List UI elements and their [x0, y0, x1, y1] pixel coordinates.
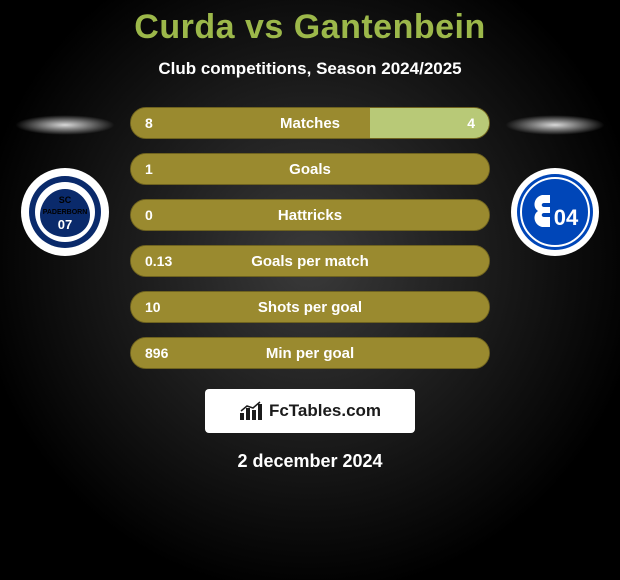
content-root: Curda vs Gantenbein Club competitions, S… [0, 0, 620, 580]
brand-badge: FcTables.com [205, 389, 415, 433]
stat-row: Min per goal896 [130, 337, 490, 369]
club-logo-right: 04 [510, 167, 600, 257]
bar-left [131, 200, 489, 230]
svg-text:SC: SC [59, 195, 72, 205]
left-player-col: SC PADERBORN 07 [10, 107, 120, 257]
schalke-badge-icon: 04 [510, 167, 600, 257]
subtitle: Club competitions, Season 2024/2025 [0, 59, 620, 79]
stat-row: Hattricks0 [130, 199, 490, 231]
date-text: 2 december 2024 [0, 451, 620, 472]
svg-text:PADERBORN: PADERBORN [43, 209, 88, 216]
stat-row: Shots per goal10 [130, 291, 490, 323]
brand-text: FcTables.com [269, 401, 381, 421]
stat-row: Goals1 [130, 153, 490, 185]
page-title: Curda vs Gantenbein [0, 0, 620, 47]
bar-right [370, 108, 489, 138]
bar-left [131, 292, 489, 322]
bar-left [131, 338, 489, 368]
bar-left [131, 246, 489, 276]
bar-left [131, 154, 489, 184]
bar-left [131, 108, 370, 138]
stat-row: Matches84 [130, 107, 490, 139]
main-row: SC PADERBORN 07 Matches84 Goals1 Hattricks… [0, 107, 620, 369]
right-player-col: 04 [500, 107, 610, 257]
svg-text:07: 07 [58, 217, 72, 232]
player-silhouette-shadow-left [15, 115, 115, 135]
brand-chart-icon [239, 401, 263, 421]
paderborn-badge-icon: SC PADERBORN 07 [20, 167, 110, 257]
stat-row: Goals per match0.13 [130, 245, 490, 277]
svg-text:04: 04 [554, 205, 579, 230]
stats-column: Matches84 Goals1 Hattricks0 Goals per match… [130, 107, 490, 369]
player-silhouette-shadow-right [505, 115, 605, 135]
club-logo-left: SC PADERBORN 07 [20, 167, 110, 257]
